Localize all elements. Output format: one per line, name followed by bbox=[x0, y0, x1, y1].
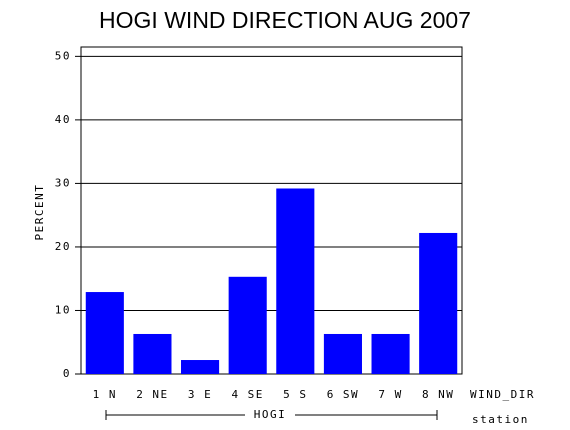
x-tick-label: 5 S bbox=[283, 388, 307, 401]
bar bbox=[419, 232, 458, 374]
y-tick-label: 0 bbox=[63, 367, 71, 380]
bar bbox=[371, 333, 410, 374]
x-axis-label: WIND_DIR bbox=[470, 388, 535, 401]
x-tick-label: 8 NW bbox=[422, 388, 455, 401]
x-tick-label: 3 E bbox=[188, 388, 212, 401]
group-axis-label: station bbox=[472, 413, 529, 426]
group-label-bg bbox=[245, 407, 295, 423]
bar bbox=[133, 333, 172, 374]
y-tick-label: 40 bbox=[55, 113, 71, 126]
y-axis-label: PERCENT bbox=[33, 184, 46, 241]
bar bbox=[181, 360, 220, 374]
plot-frame bbox=[80, 46, 463, 375]
y-tick-label: 50 bbox=[55, 49, 71, 62]
y-tick-label: 30 bbox=[55, 176, 71, 189]
x-tick-label: 7 W bbox=[378, 388, 402, 401]
bar bbox=[228, 276, 267, 374]
x-tick-label: 6 SW bbox=[327, 388, 360, 401]
y-tick-label: 20 bbox=[55, 240, 71, 253]
bar bbox=[323, 333, 362, 374]
bar bbox=[85, 292, 124, 374]
x-tick-label: 1 N bbox=[93, 388, 117, 401]
x-tick-label: 4 SE bbox=[231, 388, 264, 401]
bar bbox=[276, 188, 315, 374]
x-tick-label: 2 NE bbox=[136, 388, 169, 401]
chart-title: HOGI WIND DIRECTION AUG 2007 bbox=[99, 7, 471, 33]
group-label: HOGI bbox=[254, 408, 287, 421]
y-tick-label: 10 bbox=[55, 303, 71, 316]
